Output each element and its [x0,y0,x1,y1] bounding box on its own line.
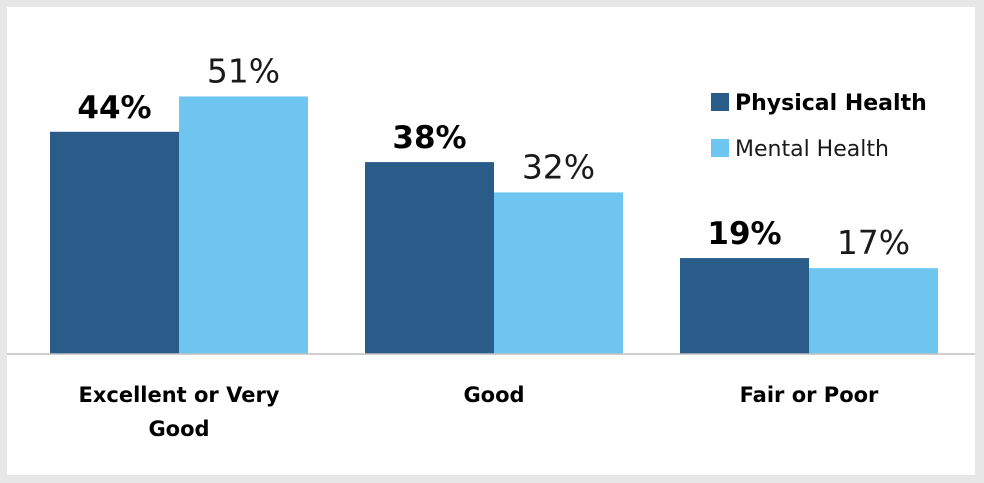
data-labels-layer: 44% 51% 38% 32% 19% 17% [77,51,910,262]
bar-mental-health-2 [494,192,623,354]
data-label-physical-health-3: 19% [707,216,781,252]
category-label-1-line-1: Excellent or Very [78,383,279,407]
legend-swatch-mental-health [711,139,729,157]
chart-container: 44% 51% 38% 32% 19% 17% Excellent or Very Good… [7,7,975,475]
legend-swatch-physical-health [711,93,729,111]
bars-layer [50,96,938,354]
data-label-physical-health-2: 38% [392,120,466,156]
category-labels-layer: Excellent or Very Good Good Fair or Poor [78,383,879,441]
legend-label-mental-health: Mental Health [735,137,889,162]
bar-physical-health-1 [50,131,179,354]
category-label-2: Good [463,383,524,407]
data-label-physical-health-1: 44% [77,90,151,126]
bar-mental-health-3 [809,268,938,354]
bar-physical-health-3 [680,258,809,354]
category-label-1-line-2: Good [148,417,209,441]
bar-chart: 44% 51% 38% 32% 19% 17% Excellent or Very Good… [7,51,975,441]
data-label-mental-health-1: 51% [207,51,280,90]
legend: Physical Health Mental Health [711,91,927,162]
category-label-3: Fair or Poor [740,383,879,407]
data-label-mental-health-2: 32% [522,147,595,186]
data-label-mental-health-3: 17% [837,223,910,262]
bar-physical-health-2 [365,162,494,354]
bar-mental-health-1 [179,96,308,354]
legend-label-physical-health: Physical Health [735,91,927,116]
